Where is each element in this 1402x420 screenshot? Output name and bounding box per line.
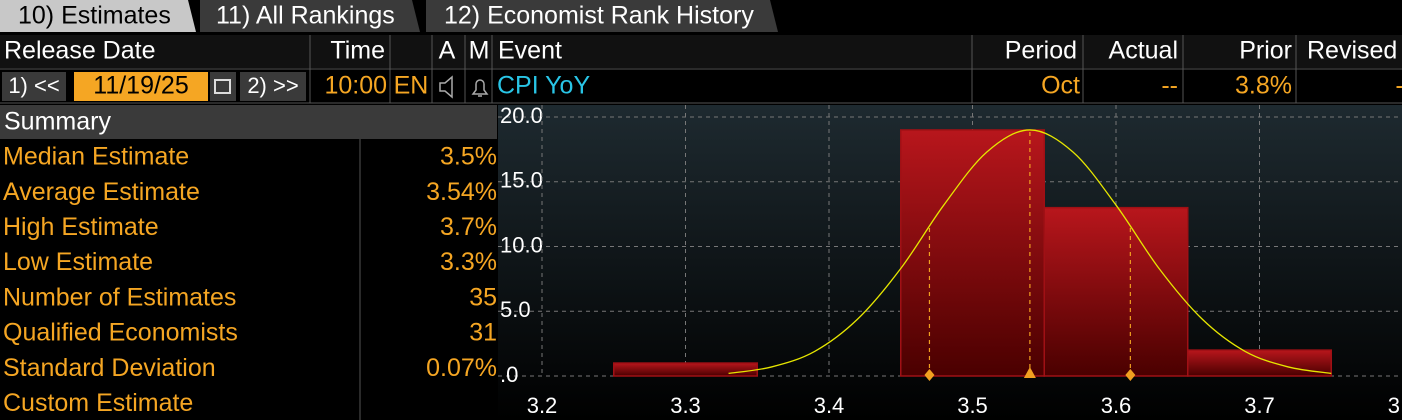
summary-label: Qualified Economists — [3, 319, 238, 347]
x-tick-label: 3.7 — [1244, 393, 1275, 418]
y-tick-label: .0 — [500, 362, 518, 387]
x-tick-label: 3.5 — [957, 393, 988, 418]
revised-value: -- — [1395, 72, 1402, 100]
tab[interactable] — [426, 0, 778, 32]
column-header: Revised — [1307, 37, 1397, 65]
summary-rows: Median Estimate 3.5% Average Estimate 3.54%… — [3, 143, 497, 417]
tab[interactable] — [0, 0, 196, 32]
next-button-label[interactable]: 2) >> — [247, 73, 298, 98]
summary-value: 0.07% — [426, 354, 497, 382]
column-header: Event — [498, 37, 562, 65]
bar — [900, 129, 1045, 377]
x-tick-label: 3.4 — [814, 393, 845, 418]
summary-label: Number of Estimates — [3, 283, 236, 311]
y-tick-label: 15.0 — [500, 168, 543, 193]
marker — [1023, 367, 1036, 378]
header-bg — [0, 35, 1402, 68]
prior-value: 3.8% — [1235, 72, 1292, 100]
summary-label: Custom Estimate — [3, 389, 193, 417]
distribution-curve — [728, 129, 1332, 375]
tab-label[interactable]: 11) All Rankings — [216, 2, 395, 30]
summary-header — [0, 105, 497, 139]
summary-value: 3.7% — [440, 213, 497, 241]
next-button[interactable] — [240, 72, 306, 101]
date-value[interactable]: 11/19/25 — [93, 72, 188, 100]
y-tick-label: 20.0 — [500, 103, 543, 128]
summary-label: High Estimate — [3, 213, 159, 241]
period-value: Oct — [1041, 72, 1080, 100]
event-name[interactable]: CPI YoY — [497, 72, 590, 100]
summary-value: 3.5% — [440, 143, 497, 171]
summary-value: 3.3% — [440, 248, 497, 276]
summary-label: Standard Deviation — [3, 354, 216, 382]
calendar-button[interactable] — [210, 72, 236, 101]
tab-label[interactable]: 12) Economist Rank History — [444, 2, 754, 30]
bar — [1043, 206, 1189, 377]
column-header: Prior — [1239, 37, 1292, 65]
column-header: Time — [330, 37, 385, 65]
column-header: A — [439, 37, 456, 65]
summary-label: Low Estimate — [3, 248, 153, 276]
column-header: Period — [1005, 37, 1077, 65]
summary-value: 35 — [469, 283, 497, 311]
summary-title: Summary — [4, 108, 111, 136]
actual-value: -- — [1161, 72, 1178, 100]
bar — [1187, 349, 1332, 377]
y-tick-label: 10.0 — [500, 232, 543, 257]
summary-label: Median Estimate — [3, 143, 189, 171]
column-header: M — [469, 37, 490, 65]
tab-label[interactable]: 10) Estimates — [18, 2, 171, 30]
calendar-icon — [214, 79, 231, 94]
column-header: Release Date — [4, 37, 155, 65]
column-header: Actual — [1109, 37, 1178, 65]
speaker-icon[interactable] — [439, 75, 453, 99]
marker — [924, 369, 935, 381]
date-field[interactable] — [74, 72, 208, 101]
x-tick-label: 3.6 — [1101, 393, 1132, 418]
separators — [0, 35, 1402, 104]
chart: .0 5.0 10.0 15.0 20.0 3.2 3.3 3.4 3.5 3.6 3.7 3.8 — [498, 103, 1402, 418]
bell-icon[interactable] — [471, 79, 489, 97]
summary-value: 31 — [469, 319, 497, 347]
x-tick-label: 3.3 — [670, 393, 701, 418]
y-tick-label: 5.0 — [500, 297, 531, 322]
tab[interactable] — [200, 0, 420, 32]
summary-value: 3.54% — [426, 178, 497, 206]
prev-button-label[interactable]: 1) << — [8, 73, 59, 98]
x-tick-label: 3.2 — [527, 393, 558, 418]
summary-label: Average Estimate — [3, 178, 200, 206]
marker — [1125, 369, 1136, 381]
prev-button[interactable] — [2, 72, 66, 101]
time-value: 10:00 — [324, 72, 387, 100]
x-tick-label: 3.8 — [1388, 393, 1402, 418]
lang-value: EN — [394, 72, 429, 100]
bar — [613, 362, 758, 377]
